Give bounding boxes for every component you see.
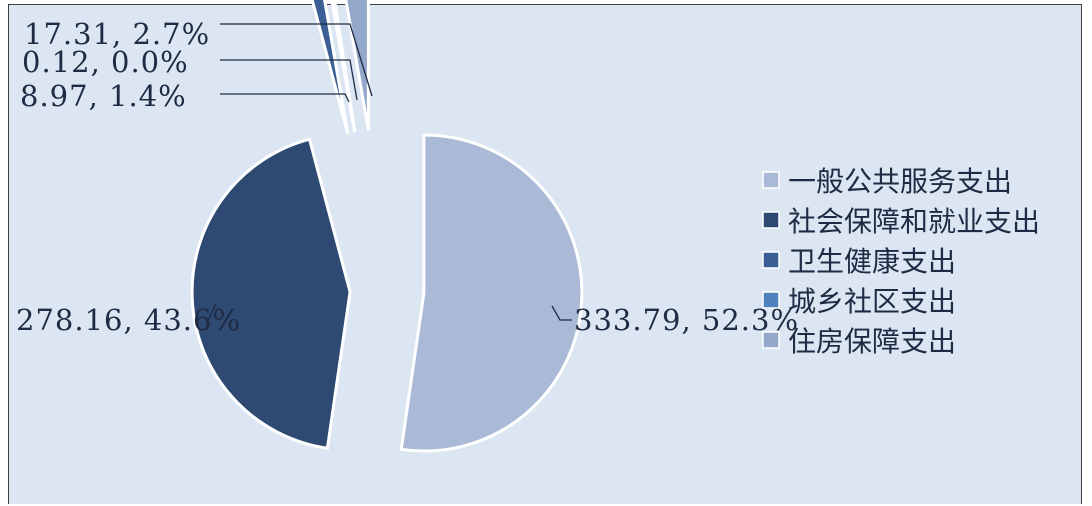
leader-lines (207, 23, 572, 321)
pie-slice-3 (330, 0, 357, 133)
pie-slice-0 (399, 133, 584, 453)
leader-line-1 (220, 59, 358, 101)
legend-swatch-3 (762, 291, 780, 309)
pie-slices (190, 0, 584, 453)
legend-label-0: 一般公共服务支出 (788, 165, 1012, 198)
data-label-slice-3: 0.12, 0.0% (22, 45, 189, 79)
data-label-slice-4: 17.31, 2.7% (24, 17, 210, 51)
data-label-slice-0: 333.79, 52.3% (574, 303, 799, 337)
leader-line-4 (551, 305, 572, 321)
data-label-slice-2: 8.97, 1.4% (20, 79, 187, 113)
legend-label-2: 卫生健康支出 (788, 245, 956, 278)
pie-slice-4 (344, 0, 370, 131)
leader-line-3 (207, 303, 217, 321)
legend-label-4: 住房保障支出 (788, 325, 956, 358)
pie-slice-1 (190, 137, 352, 450)
data-label-slice-1: 278.16, 43.6% (16, 303, 241, 337)
legend: 一般公共服务支出 社会保障和就业支出 卫生健康支出 城乡社区支出 住房保障支出 (762, 165, 1040, 358)
pie-slice-2 (310, 0, 350, 135)
legend-swatch-4 (762, 331, 780, 349)
legend-swatch-0 (762, 171, 780, 189)
leader-line-0 (220, 23, 373, 97)
legend-swatch-1 (762, 211, 780, 229)
legend-label-1: 社会保障和就业支出 (788, 205, 1040, 238)
leader-line-2 (220, 93, 350, 103)
legend-swatch-2 (762, 251, 780, 269)
legend-label-3: 城乡社区支出 (788, 285, 956, 318)
